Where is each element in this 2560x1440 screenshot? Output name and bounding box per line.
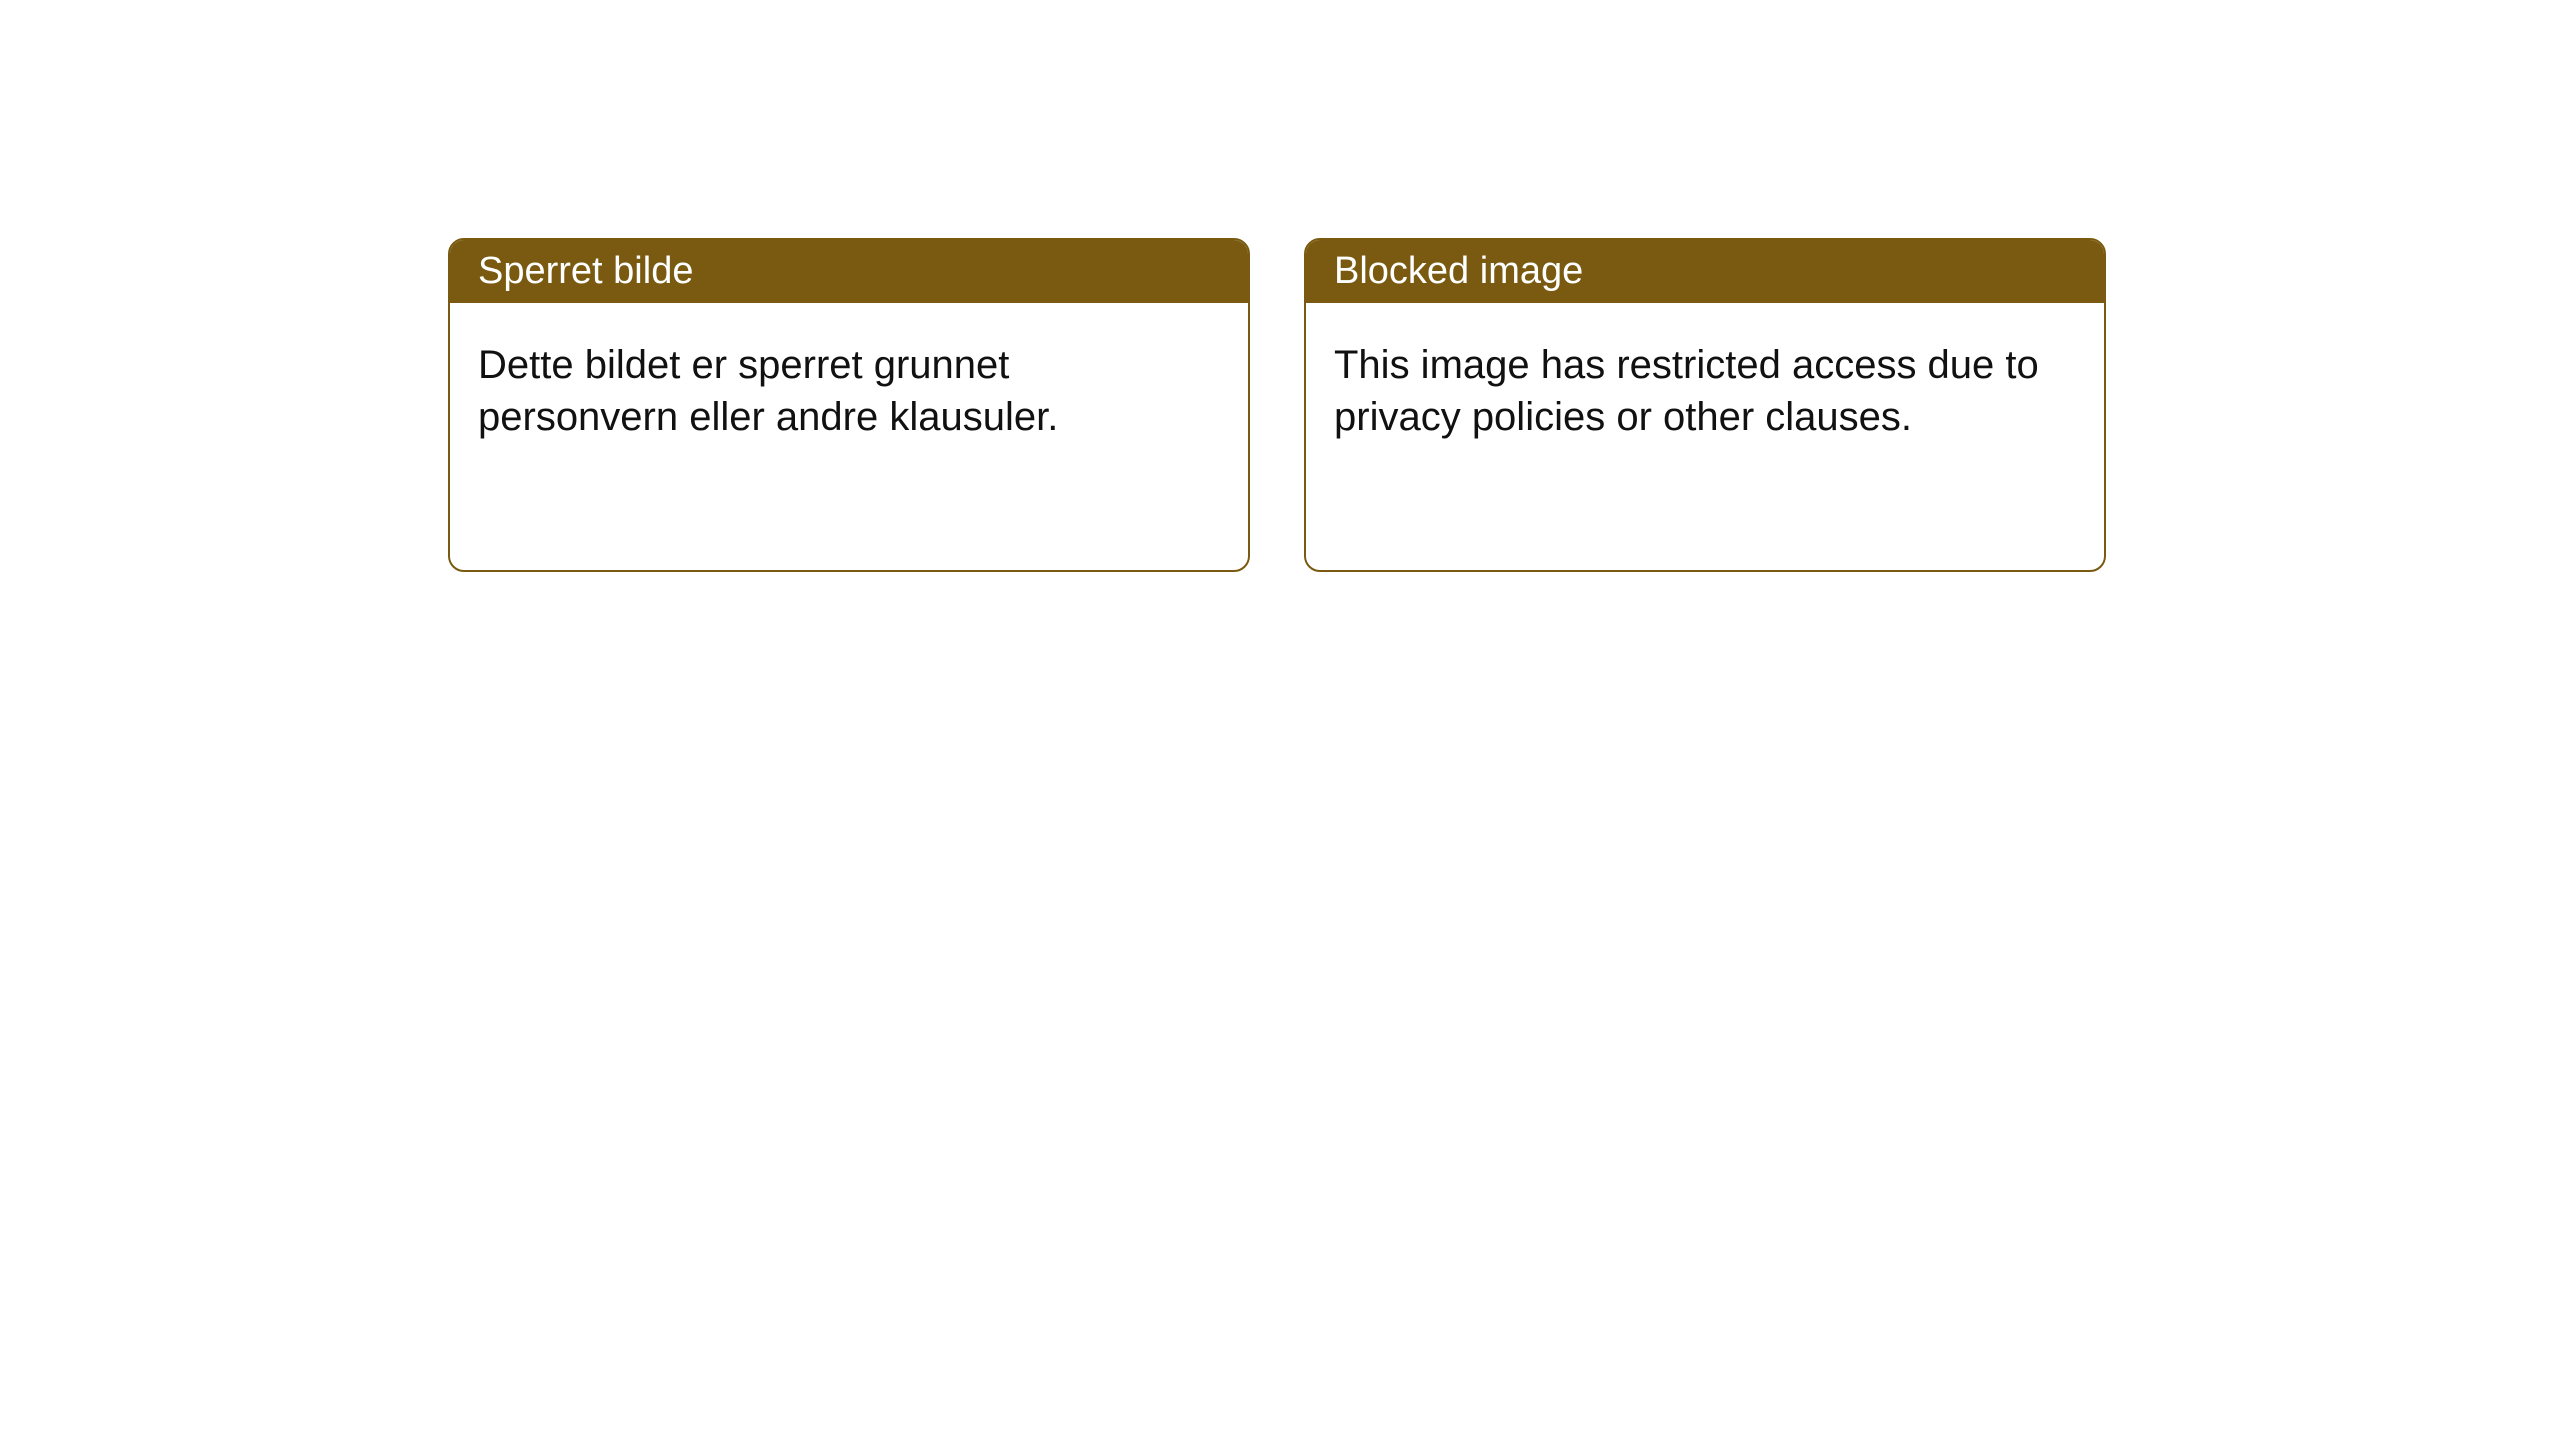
card-body: This image has restricted access due to …: [1306, 303, 2104, 479]
notice-cards-container: Sperret bilde Dette bildet er sperret gr…: [0, 0, 2560, 572]
notice-card-norwegian: Sperret bilde Dette bildet er sperret gr…: [448, 238, 1250, 572]
card-header: Blocked image: [1306, 240, 2104, 303]
card-body: Dette bildet er sperret grunnet personve…: [450, 303, 1248, 479]
card-header: Sperret bilde: [450, 240, 1248, 303]
notice-card-english: Blocked image This image has restricted …: [1304, 238, 2106, 572]
